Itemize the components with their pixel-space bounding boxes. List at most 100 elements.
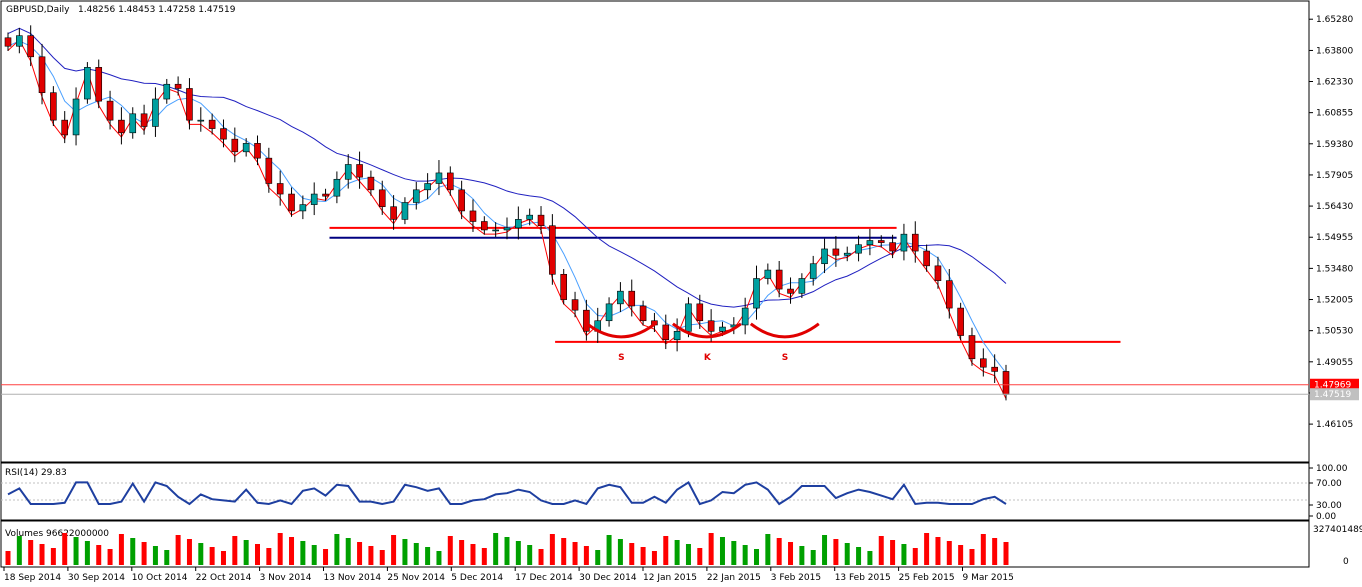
x-tick-label: 3 Feb 2015 bbox=[771, 573, 821, 583]
volume-bar bbox=[73, 537, 79, 565]
volume-bottom-tick: 0 bbox=[1343, 557, 1349, 567]
candle-body bbox=[72, 98, 80, 136]
volume-bar bbox=[810, 550, 816, 565]
candle-body bbox=[333, 178, 341, 197]
x-tick-label: 18 Sep 2014 bbox=[4, 573, 61, 583]
pattern-letter: S bbox=[782, 353, 788, 363]
volume-bar bbox=[300, 541, 306, 565]
y-tick-label: 1.62330 bbox=[1316, 77, 1353, 87]
volume-bar bbox=[697, 548, 703, 565]
volume-bar bbox=[685, 544, 691, 565]
candle-body bbox=[458, 189, 465, 212]
candle-body bbox=[798, 278, 806, 294]
volume-bar bbox=[980, 534, 986, 565]
y-tick-label: 1.56430 bbox=[1316, 202, 1353, 212]
volume-bar bbox=[118, 534, 124, 565]
volume-bar bbox=[232, 536, 238, 565]
candle-body bbox=[662, 324, 670, 341]
volume-top-tick: 3274014892 bbox=[1313, 525, 1362, 535]
x-tick-label: 13 Feb 2015 bbox=[835, 573, 891, 583]
x-tick-label: 17 Dec 2014 bbox=[515, 573, 573, 583]
candle-body bbox=[299, 204, 307, 212]
x-tick-label: 5 Dec 2014 bbox=[451, 573, 503, 583]
candle-body bbox=[877, 240, 885, 243]
volume-bar bbox=[459, 540, 465, 565]
candle-body bbox=[775, 269, 783, 290]
bid-price-tag bbox=[1310, 388, 1359, 401]
current-price-tag bbox=[1310, 378, 1359, 391]
candle-body bbox=[84, 67, 91, 100]
candle-body bbox=[809, 263, 817, 279]
y-tick-label: 1.57905 bbox=[1316, 171, 1353, 181]
price-tag-label: 1.47519 bbox=[1314, 390, 1351, 400]
volume-bar bbox=[289, 537, 295, 565]
volume-bar bbox=[663, 536, 669, 565]
volume-bar bbox=[788, 542, 794, 565]
volume-bar bbox=[266, 548, 272, 565]
y-tick-label: 1.65280 bbox=[1316, 15, 1353, 25]
candle-body bbox=[163, 83, 171, 100]
volume-bar bbox=[754, 549, 759, 565]
candle-body bbox=[628, 290, 636, 307]
volume-bar bbox=[164, 550, 170, 565]
candle-body bbox=[583, 309, 590, 332]
candle-body bbox=[276, 183, 284, 195]
pattern-letter: K bbox=[704, 353, 712, 363]
slow-moving-average-line bbox=[7, 27, 1007, 308]
volume-bar bbox=[719, 537, 725, 565]
candle-body bbox=[764, 269, 772, 279]
candle-body bbox=[968, 335, 976, 360]
volume-bar bbox=[946, 541, 952, 565]
rsi-tick-70: 70.00 bbox=[1316, 479, 1342, 489]
rsi-panel-frame bbox=[0, 462, 1310, 521]
volume-bar bbox=[561, 538, 567, 565]
volume-bar bbox=[175, 535, 181, 565]
candle-body bbox=[254, 143, 261, 159]
volume-bar bbox=[96, 545, 102, 565]
candle-body bbox=[310, 193, 318, 205]
candle-body bbox=[208, 119, 216, 129]
candle-body bbox=[174, 83, 182, 89]
candle-body bbox=[1002, 371, 1010, 395]
y-tick-label: 1.53480 bbox=[1316, 264, 1353, 274]
candle-body bbox=[889, 242, 896, 252]
volume-bar bbox=[84, 541, 90, 565]
volume-bars bbox=[5, 533, 1009, 565]
volume-bar bbox=[323, 549, 329, 565]
volume-bar bbox=[640, 547, 646, 565]
candle-body bbox=[923, 250, 930, 267]
candle-body bbox=[412, 189, 420, 203]
candle-body bbox=[980, 358, 987, 368]
candle-body bbox=[265, 157, 273, 184]
main-chart-frame bbox=[0, 0, 1310, 463]
volume-bar bbox=[107, 549, 113, 565]
y-tick-label: 1.49055 bbox=[1316, 358, 1353, 368]
candle-body bbox=[685, 303, 692, 332]
price-axis: 1.65280 1.63800 1.62330 1.60855 1.59380 1.579… bbox=[1309, 15, 1353, 430]
volume-bar bbox=[515, 541, 521, 565]
rsi-tick-100: 100.00 bbox=[1316, 464, 1348, 474]
volume-bar bbox=[357, 542, 363, 565]
y-tick-label: 1.63800 bbox=[1316, 46, 1353, 56]
candle-body bbox=[537, 214, 545, 227]
volume-bar bbox=[708, 533, 714, 565]
volume-bar bbox=[391, 535, 397, 565]
volume-bar bbox=[493, 533, 499, 565]
candle-body bbox=[27, 35, 34, 58]
volume-bar bbox=[16, 536, 22, 565]
volume-bar bbox=[62, 533, 68, 565]
candles bbox=[4, 25, 1010, 401]
volume-bar bbox=[209, 547, 215, 565]
candle-body bbox=[503, 227, 511, 231]
volume-bar bbox=[413, 543, 419, 565]
volume-bar bbox=[992, 538, 998, 565]
x-tick-label: 25 Nov 2014 bbox=[387, 573, 445, 583]
candle-body bbox=[356, 164, 363, 178]
candle-body bbox=[843, 252, 851, 256]
candle-body bbox=[61, 119, 69, 136]
volume-bar bbox=[629, 543, 635, 565]
volume-bar bbox=[935, 537, 941, 565]
volume-bar bbox=[538, 549, 544, 565]
